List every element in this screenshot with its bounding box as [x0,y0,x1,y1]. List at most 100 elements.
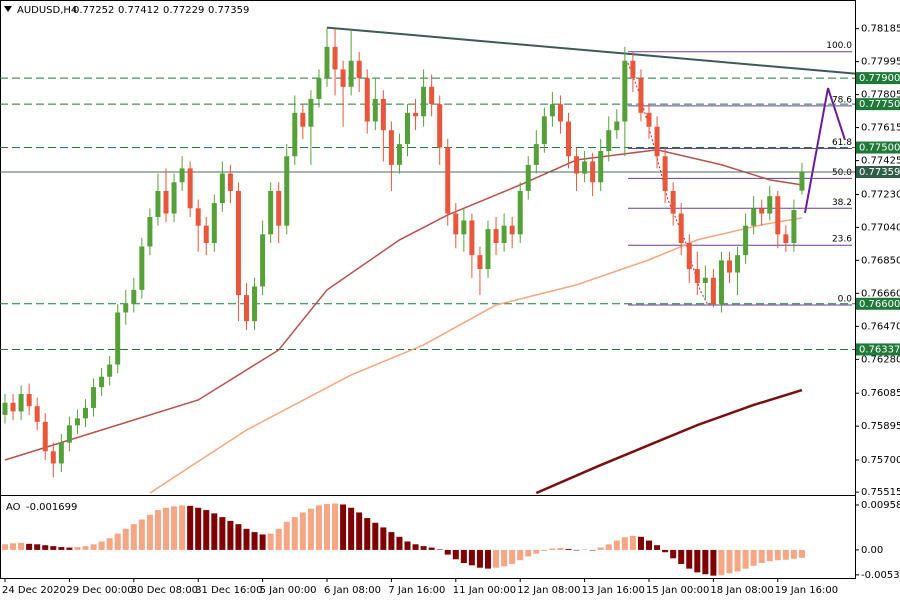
ao-bar [315,505,322,550]
candle-body [509,225,515,235]
candle-body [10,402,16,412]
x-tick-label: 6 Jan 08:00 [324,585,381,596]
ao-bar [364,518,371,550]
candle-body [18,394,24,412]
y-tick-label: 0.77425 [861,156,900,167]
ao-bar [356,512,363,550]
y-tick-label: 0.77040 [861,222,900,233]
x-tick-label: 13 Jan 16:00 [582,585,645,596]
ao-bar [460,549,467,564]
candle-body [791,210,797,244]
ao-bar [10,543,17,550]
candle-body [718,260,724,304]
y-tick-label: 0.76470 [861,321,900,332]
ao-bar [452,549,459,560]
candle-body [83,407,88,419]
ao-bar [404,541,411,550]
ao-bar [581,549,588,550]
candle-body [74,418,80,426]
ao-bar [509,549,516,564]
ao-bar [171,506,178,550]
ao-bar [436,549,443,550]
ao-bar [678,549,685,564]
candle-body [799,172,805,191]
candle-body [445,147,451,214]
ao-bar [646,540,652,550]
ao-bar [694,549,701,573]
menu-icon[interactable] [4,6,12,12]
ao-bar [154,510,161,550]
ao-bar [686,549,693,569]
ao-bar [50,546,57,550]
candle-body [549,104,555,117]
x-tick-label: 5 Jan 00:00 [260,585,317,596]
candle-body [533,144,539,165]
x-tick-label: 19 Jan 16:00 [775,585,838,596]
level-tag-label: 0.76337 [859,344,900,355]
candle-body [58,442,64,464]
ao-bar [412,544,419,550]
candle-body [284,156,290,226]
ao-bar [766,549,773,562]
level-tag-label: 0.77500 [859,143,900,154]
candle-body [227,173,233,191]
fib-label: 23.6 [832,235,852,245]
ao-bar [90,544,97,550]
level-tag: 0.76600 [856,297,900,310]
candle-body [477,255,483,270]
ao-bar [790,549,797,559]
y-tick-label: 0.75700 [861,455,900,466]
ao-bar [195,507,202,550]
candle-body [751,208,757,226]
y-tick-label: 0.75515 [861,487,900,498]
candle-body [743,225,749,256]
candle-body [646,112,652,127]
level-tag: 0.77750 [856,98,900,111]
fib-label: 0.0 [838,295,853,305]
ao-bar [114,533,121,550]
candle-body [123,303,129,313]
ao-bar [702,549,709,575]
candle-body [429,86,435,105]
candle-body [292,112,298,157]
candle-body [396,144,402,165]
ao-bar [42,545,49,550]
candle-body [300,112,306,127]
candle-body [50,451,56,464]
x-tick-label: 7 Jan 16:00 [388,585,445,596]
candle-body [364,78,370,122]
candle-body [525,164,531,191]
candle-body [340,69,346,87]
ao-bar [340,504,347,550]
candle-body [316,78,322,99]
ao-value: -0.001699 [26,502,77,513]
x-tick-label: 30 Dec 08:00 [131,585,198,596]
fib-label: 61.8 [832,138,852,148]
candle-body [614,121,620,131]
ao-bar [605,544,612,550]
ao-bar [782,549,789,560]
level-tag-box [856,98,900,111]
level-tag-label: 0.77750 [859,99,900,110]
ao-bar [58,547,65,550]
candle-body [622,60,628,122]
ao-bar [726,549,733,574]
candle-body [759,208,765,214]
candle-body [332,46,338,70]
candle-body [517,190,523,235]
candle-body [91,387,97,408]
ao-bar [2,544,8,550]
candle-body [630,60,636,79]
ao-bar [533,549,540,554]
candle-body [461,220,467,235]
candle-body [324,46,330,79]
ao-bar [267,533,274,550]
ao-bar [98,541,105,550]
ao-bar [203,510,210,550]
candle-body [485,229,491,270]
ao-bar [428,547,435,550]
ao-bar [275,528,282,550]
candle-body [453,213,459,235]
y-tick-label: 0.76085 [861,388,900,399]
candle-body [501,225,507,244]
